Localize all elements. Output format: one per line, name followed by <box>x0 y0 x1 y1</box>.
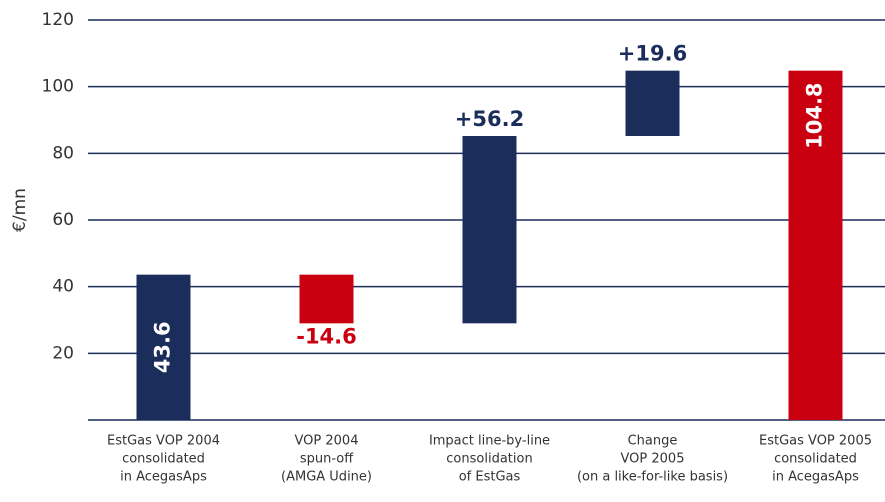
y-tick-label: 100 <box>42 77 74 97</box>
x-tick-label: EstGas VOP 2005 <box>759 434 872 449</box>
value-label: +19.6 <box>618 42 687 66</box>
x-tick-label: VOP 2005 <box>621 452 685 467</box>
y-tick-label: 80 <box>52 143 74 163</box>
x-tick-label: consolidated <box>774 452 857 467</box>
x-tick-label: spun-off <box>300 452 354 467</box>
x-tick-label: (on a like-for-like basis) <box>577 470 728 485</box>
y-tick-label: 40 <box>52 277 74 297</box>
value-label: 43.6 <box>151 321 175 373</box>
x-tick-label: in AcegasAps <box>772 470 859 485</box>
bar <box>625 70 680 136</box>
x-tick-label: consolidation <box>446 452 532 467</box>
bar <box>299 274 354 324</box>
value-label: 104.8 <box>803 82 827 148</box>
x-tick-label: Impact line-by-line <box>429 434 550 449</box>
y-tick-label: 20 <box>52 343 74 363</box>
x-tick-label: of EstGas <box>459 470 521 485</box>
bar <box>788 70 843 421</box>
bar <box>136 274 191 420</box>
value-label: -14.6 <box>296 324 357 348</box>
value-label: +56.2 <box>455 107 524 131</box>
y-axis-label: €/mn <box>10 188 30 232</box>
x-tick-label: consolidated <box>122 452 205 467</box>
x-tick-label: VOP 2004 <box>295 434 359 449</box>
x-tick-label: Change <box>628 434 678 449</box>
x-tick-label: in AcegasAps <box>120 470 207 485</box>
y-tick-label: 120 <box>42 10 74 30</box>
x-tick-label: EstGas VOP 2004 <box>107 434 220 449</box>
y-tick-label: 60 <box>52 210 74 230</box>
bar <box>462 136 517 324</box>
x-tick-label: (AMGA Udine) <box>281 470 372 485</box>
